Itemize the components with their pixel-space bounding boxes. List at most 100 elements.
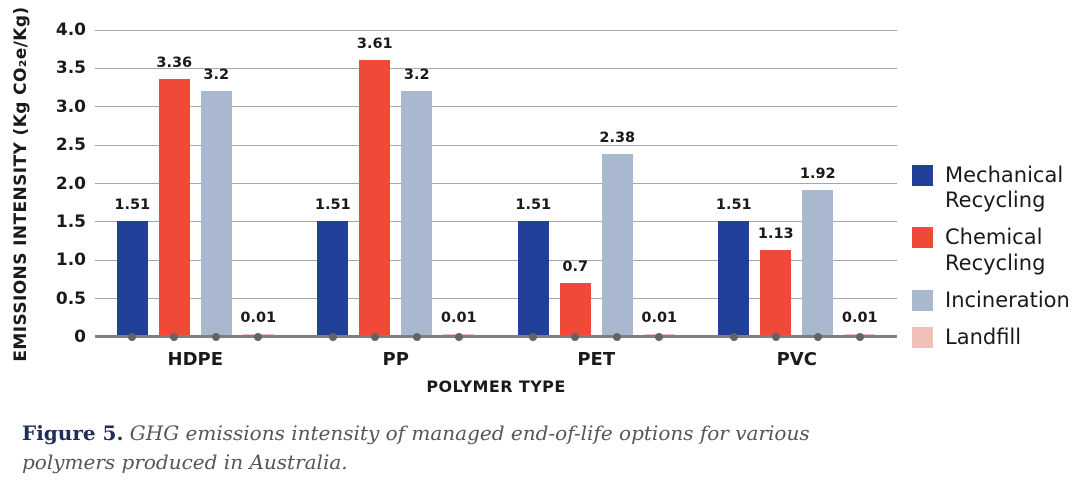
bar-mechanical-recycling-hdpe [116, 221, 148, 337]
bar-incineration-pp [401, 91, 433, 337]
gridline [95, 298, 897, 300]
baseline-marker-dot [412, 333, 421, 341]
legend-item-landfill: Landfill [912, 325, 1080, 350]
legend-swatch-incineration [912, 289, 933, 311]
bar-value-label: 0.01 [240, 310, 277, 326]
category-label-pp: PP [382, 349, 409, 370]
y-tick-label: 2.0 [55, 173, 86, 194]
baseline-marker-dot [529, 333, 538, 341]
bar-cell: 0.01 [240, 30, 277, 341]
bar-value-label: 0.7 [562, 259, 589, 275]
bar-chemical-recycling-pet [559, 283, 591, 337]
bar-value-label: 1.51 [314, 197, 351, 213]
gridline [95, 144, 897, 146]
bar-cell: 0.7 [559, 30, 591, 341]
bar-chemical-recycling-hdpe [158, 79, 190, 337]
y-tick-label: 1.0 [55, 250, 86, 271]
category-group-pet: 1.51 0.7 2.38 0.01 PET [496, 30, 697, 370]
caption-text: GHG emissions intensity of managed end-o… [22, 421, 810, 474]
legend: Mechanical Recycling Chemical Recycling In… [912, 163, 1080, 350]
bar-value-label: 0.01 [440, 310, 477, 326]
bar-value-label: 0.01 [641, 310, 678, 326]
y-tick-label: 0 [74, 327, 86, 347]
bar-incineration-pet [601, 154, 633, 337]
bar-value-label: 2.38 [599, 130, 636, 146]
gridline [95, 29, 897, 31]
y-tick-label: 2.5 [55, 135, 86, 156]
legend-swatch-chemical-recycling [912, 227, 933, 249]
bar-value-label: 1.92 [799, 166, 836, 182]
baseline-marker-dot [212, 333, 221, 341]
y-tick-label: 1.5 [55, 211, 86, 232]
bar-cell: 0.01 [440, 30, 477, 341]
bar-value-label: 1.51 [114, 197, 151, 213]
category-label-hdpe: HDPE [167, 349, 224, 370]
baseline-marker-dot [855, 333, 864, 341]
bar-value-label: 3.61 [356, 36, 393, 52]
x-axis-title: POLYMER TYPE [426, 377, 566, 396]
bar-incineration-pvc [802, 190, 834, 337]
baseline-marker-dot [170, 333, 179, 341]
bar-cell: 1.51 [715, 30, 752, 341]
gridline [95, 67, 897, 69]
category-group-pvc: 1.51 1.13 1.92 0.01 PVC [697, 30, 898, 370]
baseline-marker-dot [328, 333, 337, 341]
bar-mechanical-recycling-pet [517, 221, 549, 337]
baseline-marker-dot [128, 333, 137, 341]
caption-label: Figure 5. [22, 421, 124, 445]
bar-cell: 1.92 [799, 30, 836, 341]
bar-value-label: 1.51 [715, 197, 752, 213]
baseline-marker-dot [771, 333, 780, 341]
legend-item-chemical-recycling: Chemical Recycling [912, 225, 1080, 275]
bar-cell: 0.01 [841, 30, 878, 341]
legend-label: Chemical Recycling [945, 225, 1046, 275]
gridline [95, 183, 897, 184]
bar-value-label: 0.01 [841, 310, 878, 326]
legend-swatch-mechanical-recycling [912, 165, 933, 186]
bar-groups: 1.51 3.36 3.2 0.01 HDPE 1.51 3.61 3.2 0.01 PP 1.51… [95, 30, 898, 370]
baseline-marker-dot [655, 333, 664, 341]
y-tick-label: 0.5 [55, 288, 86, 309]
legend-label: Landfill [945, 324, 1022, 349]
baseline-marker-dot [613, 333, 622, 341]
bar-value-label: 1.51 [515, 197, 552, 213]
bar-cell: 3.36 [156, 30, 193, 341]
bar-mechanical-recycling-pp [317, 221, 349, 337]
bar-cell: 0.01 [641, 30, 678, 341]
category-group-pp: 1.51 3.61 3.2 0.01 PP [296, 30, 497, 370]
bar-cell: 1.13 [757, 30, 794, 341]
baseline-marker-dot [454, 333, 463, 341]
y-axis-title: EMISSIONS INTENSITY (Kg CO₂e/Kg) [11, 6, 31, 362]
bar-value-label: 3.36 [156, 55, 193, 71]
category-group-hdpe: 1.51 3.36 3.2 0.01 HDPE [95, 30, 296, 370]
legend-label: Incineration [945, 287, 1070, 312]
plot-area: 0 0.5 1.0 1.5 2.0 2.5 3.0 3.5 4.0 1.51 3.36 3.2 0.01… [56, 20, 898, 370]
bar-mechanical-recycling-pvc [718, 221, 750, 337]
legend-label: Mechanical Recycling [945, 163, 1064, 213]
bar-chemical-recycling-pvc [760, 250, 792, 337]
legend-item-incineration: Incineration [912, 288, 1080, 313]
legend-item-mechanical-recycling: Mechanical Recycling [912, 163, 1080, 213]
y-tick-label: 4.0 [55, 20, 86, 40]
baseline-marker-dot [729, 333, 738, 341]
bar-cell: 1.51 [515, 30, 552, 341]
baseline-marker-dot [813, 333, 822, 341]
bar-cell: 3.2 [401, 30, 433, 341]
category-label-pvc: PVC [776, 349, 817, 370]
gridline [95, 259, 897, 261]
baseline-marker-dot [370, 333, 379, 341]
bar-value-label: 3.2 [403, 67, 430, 83]
bar-cell: 2.38 [599, 30, 636, 341]
bar-chemical-recycling-pp [359, 60, 391, 337]
baseline-marker-dot [571, 333, 580, 341]
bar-incineration-hdpe [200, 91, 232, 337]
bar-value-label: 1.13 [757, 226, 794, 242]
bar-cell: 1.51 [314, 30, 351, 341]
gridline [95, 106, 897, 108]
gridline [95, 221, 897, 223]
y-tick-label: 3.0 [55, 96, 86, 117]
bar-cell: 3.2 [200, 30, 232, 341]
figure-caption: Figure 5. GHG emissions intensity of man… [22, 419, 872, 477]
